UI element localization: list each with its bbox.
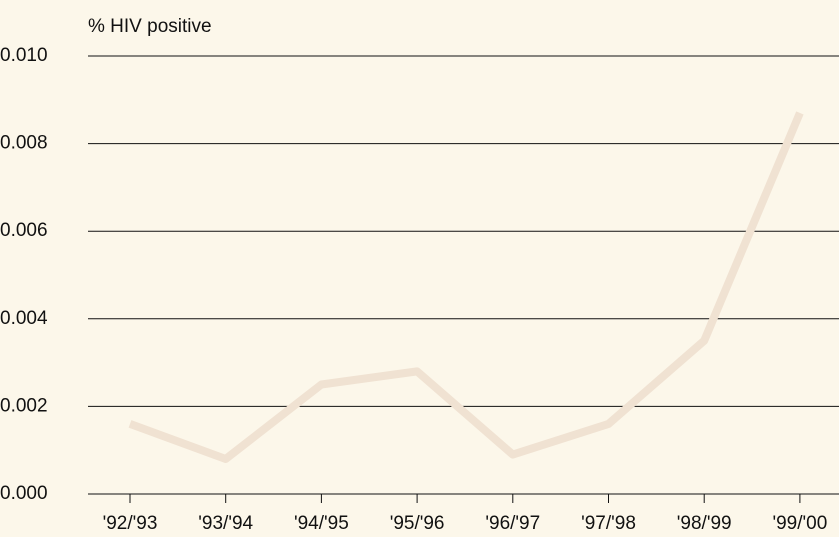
y-tick-label: 0.010 [0, 45, 48, 66]
y-tick-label: 0.004 [0, 308, 48, 329]
x-tick-label: '92/'93 [103, 513, 158, 534]
x-tick-label: '97/'98 [581, 513, 636, 534]
data-line [128, 111, 804, 463]
y-tick-label: 0.000 [0, 483, 48, 504]
x-tick-label: '98/'99 [677, 513, 732, 534]
x-tick-label: '96/'97 [485, 513, 540, 534]
y-tick-label: 0.006 [0, 220, 48, 241]
x-tick-label: '95/'96 [390, 513, 445, 534]
x-tick-label: '93/'94 [198, 513, 253, 534]
x-tick-label: '94/'95 [294, 513, 349, 534]
y-tick-label: 0.002 [0, 395, 48, 416]
y-tick-label: 0.008 [0, 133, 48, 154]
y-axis-label: % HIV positive [88, 16, 212, 37]
x-tick-label: '99/'00 [772, 513, 827, 534]
